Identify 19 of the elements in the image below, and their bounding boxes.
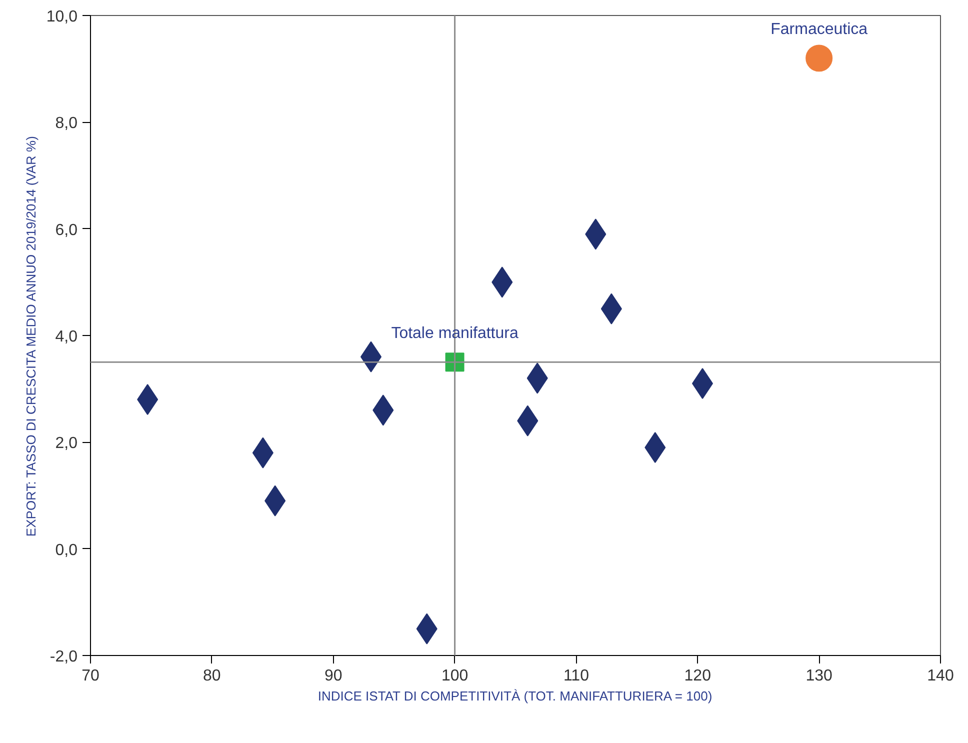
y-axis-title: EXPORT: TASSO DI CRESCITA MEDIO ANNUO 2019/2014 (VAR %) xyxy=(23,136,38,537)
x-tick-label: 100 xyxy=(441,668,468,684)
x-tick-label: 120 xyxy=(684,668,712,684)
x-tick-label: 90 xyxy=(324,668,342,684)
y-tick-label: 6,0 xyxy=(55,222,78,239)
y-tick-label: 4,0 xyxy=(55,328,78,346)
x-tick-label: 110 xyxy=(563,668,590,684)
x-tick-label: 140 xyxy=(927,668,954,684)
y-tick-label: 10,0 xyxy=(46,8,78,26)
y-tick-label: -2,0 xyxy=(50,648,78,666)
point xyxy=(806,44,833,72)
series-label: Farmaceutica xyxy=(770,21,868,38)
y-tick-label: 0,0 xyxy=(55,542,78,559)
y-tick-label: 2,0 xyxy=(55,435,78,452)
x-axis-title: INDICE ISTAT DI COMPETITIVITÀ (TOT. MANIFATTURIERA = 100) xyxy=(318,688,712,704)
x-tick-label: 70 xyxy=(82,668,100,684)
x-tick-label: 130 xyxy=(806,668,833,684)
x-tick-label: 80 xyxy=(203,668,221,684)
y-tick-label: 8,0 xyxy=(55,115,78,132)
